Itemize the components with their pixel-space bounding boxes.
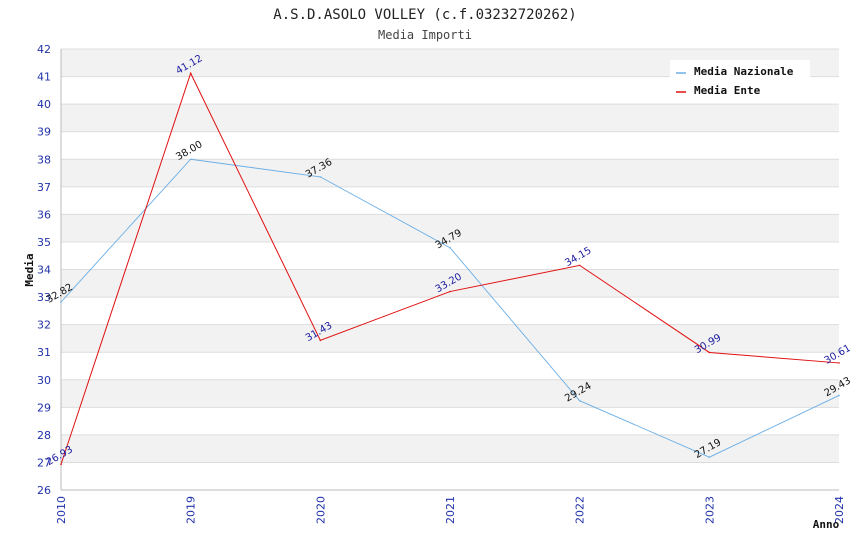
y-tick-label-27: 27 [37, 456, 51, 469]
grid-band-39 [61, 104, 839, 132]
x-tick-labels: 2010 2019 2020 2021 2022 2023 2024 [55, 496, 846, 524]
chart-subtitle: Media Importi [378, 28, 472, 42]
y-tick-label-38: 38 [37, 153, 51, 166]
grid-band-31 [61, 324, 839, 353]
point-media-nazionale-2023 [708, 456, 711, 459]
x-tick-label-2010: 2010 [55, 496, 68, 524]
point-media-nazionale-2020 [319, 176, 322, 178]
grid-band-36 [61, 186, 839, 215]
point-media-ente-2021 [449, 290, 451, 293]
y-tick-label-36: 36 [37, 208, 51, 221]
grid-band-28 [61, 407, 839, 435]
x-tick-label-2024: 2024 [833, 496, 846, 524]
point-media-ente-2023 [708, 351, 711, 354]
y-tick-label-29: 29 [37, 401, 51, 414]
y-tick-label-41: 41 [37, 71, 51, 84]
x-tick-label-2021: 2021 [444, 496, 457, 524]
grid-band-37 [61, 159, 839, 187]
point-media-ente-2019 [189, 72, 192, 75]
grid-band-34 [61, 241, 839, 270]
y-tick-label-42: 42 [37, 43, 51, 56]
y-tick-label-39: 39 [37, 126, 51, 139]
point-media-nazionale-2022 [578, 399, 581, 402]
legend-label-media-nazionale: Media Nazionale [694, 65, 794, 78]
x-tick-label-2019: 2019 [185, 496, 198, 524]
x-tick-label-2022: 2022 [574, 496, 587, 524]
grid-band-30 [61, 352, 839, 380]
point-media-ente-2022 [578, 264, 581, 267]
grid-band-32 [61, 297, 839, 325]
y-tick-label-30: 30 [37, 374, 51, 387]
point-media-nazionale-2021 [449, 246, 451, 249]
point-media-ente-2020 [319, 339, 322, 342]
point-media-nazionale-2024 [838, 394, 840, 397]
y-tick-label-40: 40 [37, 98, 51, 111]
y-tick-label-28: 28 [37, 429, 51, 442]
y-tick-label-32: 32 [37, 319, 51, 332]
grid-band-33 [61, 269, 839, 298]
y-tick-label-26: 26 [37, 484, 51, 497]
point-media-nazionale-2010 [60, 301, 62, 303]
y-tick-labels: 26 27 28 29 30 31 32 33 34 35 36 37 38 39 40 41 42 [37, 43, 51, 497]
point-media-nazionale-2019 [189, 158, 192, 161]
axes [60, 49, 839, 491]
point-media-ente-2010 [60, 463, 62, 466]
y-tick-label-31: 31 [37, 346, 51, 359]
legend: Media Nazionale Media Ente [670, 60, 810, 102]
legend-box [670, 60, 810, 102]
grid-bands [61, 49, 839, 490]
y-tick-label-35: 35 [37, 236, 51, 249]
legend-label-media-ente: Media Ente [694, 84, 761, 97]
y-axis-label: Media [23, 253, 36, 286]
y-tick-label-34: 34 [37, 264, 51, 277]
grid-band-35 [61, 214, 839, 242]
point-media-ente-2024 [838, 362, 840, 364]
grid-band-38 [61, 131, 839, 160]
y-tick-label-37: 37 [37, 181, 51, 194]
chart-title: A.S.D.ASOLO VOLLEY (c.f.03232720262) [273, 7, 576, 23]
series-lines [60, 71, 840, 466]
grid-band-29 [61, 379, 839, 408]
grid-band-26 [61, 462, 839, 490]
grid-band-27 [61, 434, 839, 463]
x-tick-label-2023: 2023 [703, 496, 716, 524]
x-axis-label: Anno [813, 518, 840, 531]
y-tick-label-33: 33 [37, 291, 51, 304]
x-tick-label-2020: 2020 [314, 496, 327, 524]
